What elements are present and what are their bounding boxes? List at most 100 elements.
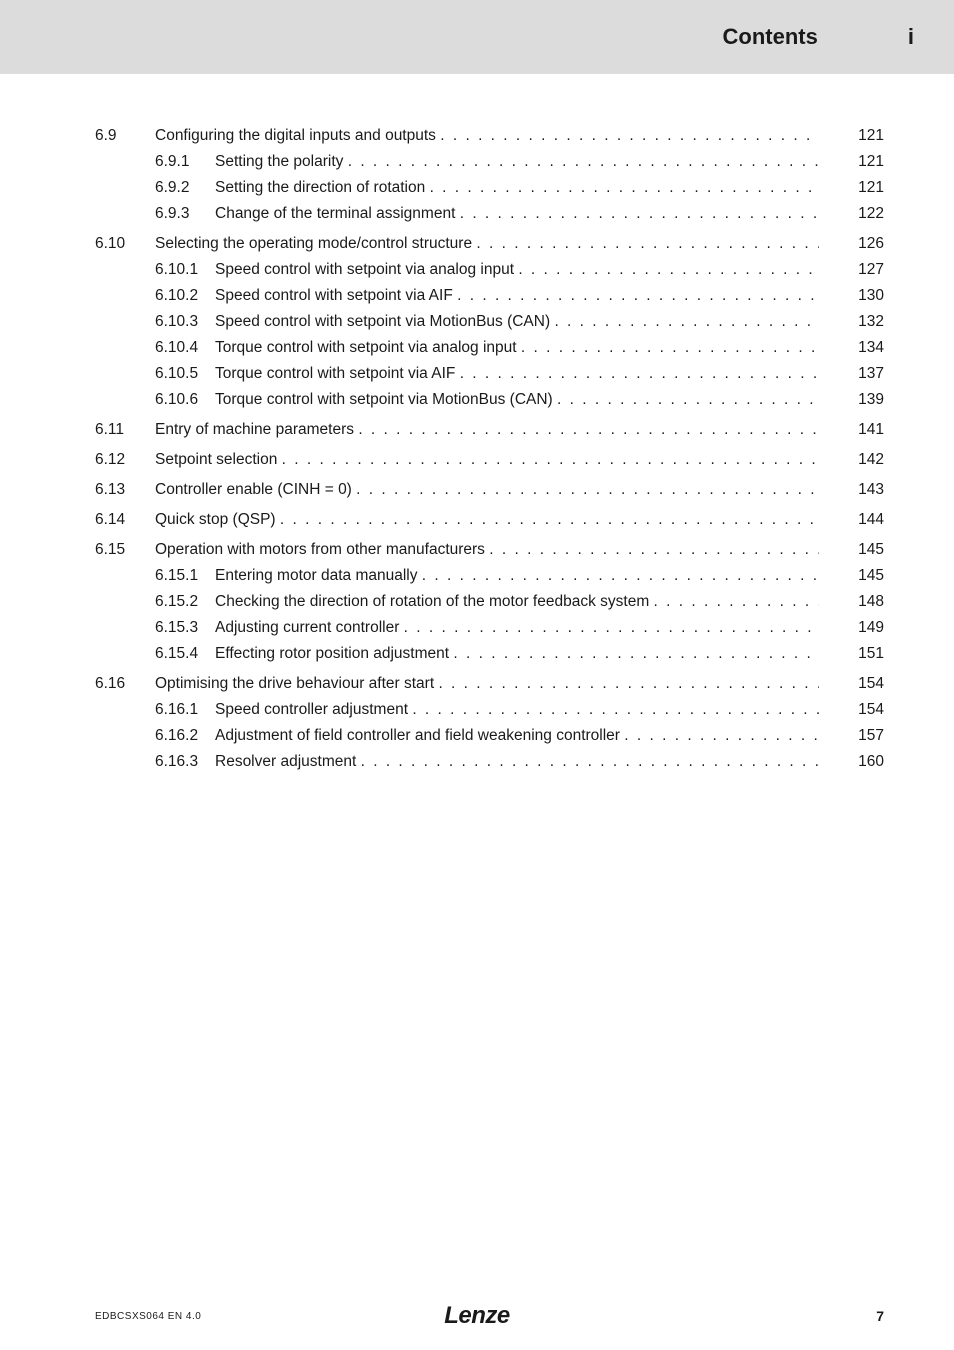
- toc-row: 6.15.4Effecting rotor position adjustmen…: [95, 642, 884, 666]
- toc-page: 132: [819, 310, 884, 334]
- toc-page: 144: [819, 508, 884, 532]
- toc-row: 6.11Entry of machine parameters 141: [95, 418, 884, 442]
- toc-title: Optimising the drive behaviour after sta…: [155, 672, 819, 696]
- toc-page: 127: [819, 258, 884, 282]
- toc-row: 6.15.1Entering motor data manually 145: [95, 564, 884, 588]
- toc-number: 6.16.2: [155, 724, 215, 748]
- toc-page: 157: [819, 724, 884, 748]
- toc-page: 145: [819, 538, 884, 562]
- toc-page: 121: [819, 124, 884, 148]
- toc-number: 6.10.2: [155, 284, 215, 308]
- toc-number: 6.12: [95, 448, 155, 472]
- footer-docid: EDBCSXS064 EN 4.0: [95, 1311, 201, 1322]
- toc-title: Speed control with setpoint via AIF: [215, 284, 819, 308]
- toc-row: 6.16Optimising the drive behaviour after…: [95, 672, 884, 696]
- toc-row: 6.10.4Torque control with setpoint via a…: [95, 336, 884, 360]
- toc-number: 6.15.3: [155, 616, 215, 640]
- toc-row: 6.9.1Setting the polarity 121: [95, 150, 884, 174]
- toc-number: 6.10.1: [155, 258, 215, 282]
- page: Contents i 6.9Configuring the digital in…: [0, 0, 954, 1350]
- toc-page: 160: [819, 750, 884, 774]
- toc-title: Speed control with setpoint via analog i…: [215, 258, 819, 282]
- toc-title: Setpoint selection: [155, 448, 819, 472]
- toc-title: Operation with motors from other manufac…: [155, 538, 819, 562]
- toc-title: Effecting rotor position adjustment: [215, 642, 819, 666]
- toc-title: Controller enable (CINH = 0): [155, 478, 819, 502]
- toc-title: Selecting the operating mode/control str…: [155, 232, 819, 256]
- toc-row: 6.10.3Speed control with setpoint via Mo…: [95, 310, 884, 334]
- toc-number: 6.15.1: [155, 564, 215, 588]
- toc-page: 137: [819, 362, 884, 386]
- toc-page: 149: [819, 616, 884, 640]
- toc-number: 6.10.3: [155, 310, 215, 334]
- toc-number: 6.15.2: [155, 590, 215, 614]
- toc-row: 6.12Setpoint selection 142: [95, 448, 884, 472]
- toc-page: 145: [819, 564, 884, 588]
- toc-title: Adjusting current controller: [215, 616, 819, 640]
- toc-page: 122: [819, 202, 884, 226]
- toc-page: 154: [819, 672, 884, 696]
- toc-number: 6.13: [95, 478, 155, 502]
- toc-page: 121: [819, 176, 884, 200]
- toc-title: Change of the terminal assignment: [215, 202, 819, 226]
- toc-row: 6.15Operation with motors from other man…: [95, 538, 884, 562]
- toc-title: Torque control with setpoint via MotionB…: [215, 388, 819, 412]
- toc-title: Speed controller adjustment: [215, 698, 819, 722]
- toc-title: Configuring the digital inputs and outpu…: [155, 124, 819, 148]
- toc-number: 6.14: [95, 508, 155, 532]
- toc-page: 130: [819, 284, 884, 308]
- toc-number: 6.16.3: [155, 750, 215, 774]
- toc-page: 142: [819, 448, 884, 472]
- footer: EDBCSXS064 EN 4.0 Lenze 7: [0, 1308, 954, 1324]
- toc-page: 154: [819, 698, 884, 722]
- toc-page: 151: [819, 642, 884, 666]
- toc-title: Torque control with setpoint via AIF: [215, 362, 819, 386]
- toc-title: Adjustment of field controller and field…: [215, 724, 819, 748]
- toc-title: Resolver adjustment: [215, 750, 819, 774]
- toc-page: 139: [819, 388, 884, 412]
- footer-pagenum: 7: [876, 1308, 884, 1324]
- toc-row: 6.10Selecting the operating mode/control…: [95, 232, 884, 256]
- toc-number: 6.16.1: [155, 698, 215, 722]
- toc-row: 6.15.3Adjusting current controller 149: [95, 616, 884, 640]
- toc-row: 6.10.2Speed control with setpoint via AI…: [95, 284, 884, 308]
- page-title: Contents: [723, 24, 818, 50]
- toc-row: 6.16.3Resolver adjustment 160: [95, 750, 884, 774]
- toc-row: 6.9Configuring the digital inputs and ou…: [95, 124, 884, 148]
- toc-number: 6.16: [95, 672, 155, 696]
- footer-logo: Lenze: [444, 1302, 510, 1330]
- toc-number: 6.15.4: [155, 642, 215, 666]
- toc-page: 148: [819, 590, 884, 614]
- toc-number: 6.10.4: [155, 336, 215, 360]
- toc-row: 6.10.6Torque control with setpoint via M…: [95, 388, 884, 412]
- toc-row: 6.16.2Adjustment of field controller and…: [95, 724, 884, 748]
- toc-number: 6.9.2: [155, 176, 215, 200]
- toc-row: 6.10.5Torque control with setpoint via A…: [95, 362, 884, 386]
- toc-number: 6.11: [95, 418, 155, 442]
- toc-row: 6.9.3Change of the terminal assignment 1…: [95, 202, 884, 226]
- toc-row: 6.14Quick stop (QSP) 144: [95, 508, 884, 532]
- toc-title: Entry of machine parameters: [155, 418, 819, 442]
- toc-row: 6.13Controller enable (CINH = 0) 143: [95, 478, 884, 502]
- toc-row: 6.16.1Speed controller adjustment 154: [95, 698, 884, 722]
- toc-page: 143: [819, 478, 884, 502]
- toc-title: Entering motor data manually: [215, 564, 819, 588]
- toc-title: Setting the direction of rotation: [215, 176, 819, 200]
- header-bar: Contents i: [0, 0, 954, 74]
- toc-number: 6.10.6: [155, 388, 215, 412]
- header-marker: i: [908, 24, 914, 50]
- toc-title: Quick stop (QSP): [155, 508, 819, 532]
- toc-number: 6.10.5: [155, 362, 215, 386]
- toc-title: Setting the polarity: [215, 150, 819, 174]
- toc-title: Checking the direction of rotation of th…: [215, 590, 819, 614]
- toc-page: 121: [819, 150, 884, 174]
- toc-number: 6.9.3: [155, 202, 215, 226]
- toc-title: Torque control with setpoint via analog …: [215, 336, 819, 360]
- toc-title: Speed control with setpoint via MotionBu…: [215, 310, 819, 334]
- toc-row: 6.15.2Checking the direction of rotation…: [95, 590, 884, 614]
- toc-number: 6.9: [95, 124, 155, 148]
- toc-number: 6.10: [95, 232, 155, 256]
- toc-row: 6.9.2Setting the direction of rotation 1…: [95, 176, 884, 200]
- toc-number: 6.15: [95, 538, 155, 562]
- toc-page: 134: [819, 336, 884, 360]
